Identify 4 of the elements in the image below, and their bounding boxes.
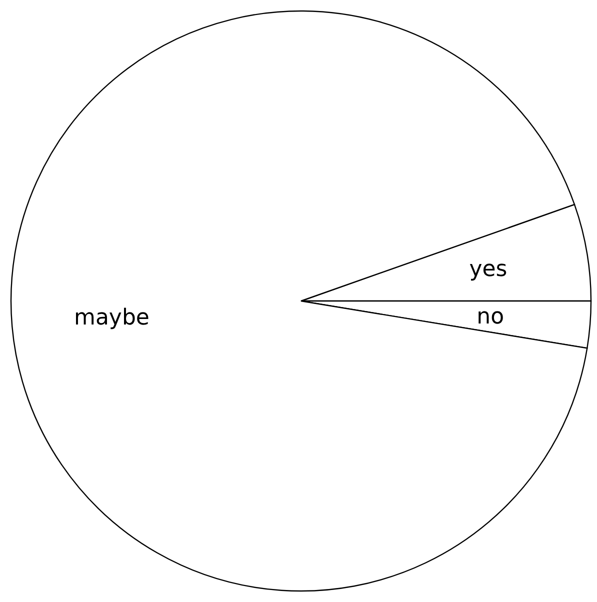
slice-label: maybe bbox=[74, 306, 150, 331]
slice-label: yes bbox=[469, 256, 508, 282]
pie-slice bbox=[10, 10, 588, 592]
slice-label: no bbox=[476, 304, 504, 330]
